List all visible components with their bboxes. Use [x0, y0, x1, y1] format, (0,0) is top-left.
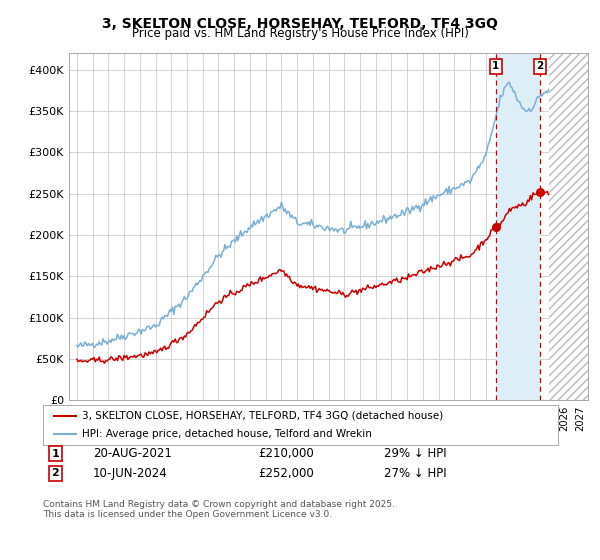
Text: 20-AUG-2021: 20-AUG-2021 [93, 447, 172, 460]
Text: £210,000: £210,000 [258, 447, 314, 460]
Text: Price paid vs. HM Land Registry's House Price Index (HPI): Price paid vs. HM Land Registry's House … [131, 27, 469, 40]
Text: 3, SKELTON CLOSE, HORSEHAY, TELFORD, TF4 3GQ (detached house): 3, SKELTON CLOSE, HORSEHAY, TELFORD, TF4… [82, 411, 443, 421]
Text: 2: 2 [536, 62, 544, 72]
Text: HPI: Average price, detached house, Telford and Wrekin: HPI: Average price, detached house, Telf… [82, 430, 371, 439]
Text: 1: 1 [52, 449, 59, 459]
Text: 10-JUN-2024: 10-JUN-2024 [93, 466, 168, 480]
Text: £252,000: £252,000 [258, 466, 314, 480]
Bar [496, 53, 540, 400]
Text: 27% ↓ HPI: 27% ↓ HPI [384, 466, 446, 480]
Text: 2: 2 [52, 468, 59, 478]
Text: 1: 1 [492, 62, 499, 72]
Text: Contains HM Land Registry data © Crown copyright and database right 2025.
This d: Contains HM Land Registry data © Crown c… [43, 500, 395, 519]
Text: 3, SKELTON CLOSE, HORSEHAY, TELFORD, TF4 3GQ: 3, SKELTON CLOSE, HORSEHAY, TELFORD, TF4… [102, 17, 498, 31]
Bar [548, 53, 588, 400]
Text: 29% ↓ HPI: 29% ↓ HPI [384, 447, 446, 460]
